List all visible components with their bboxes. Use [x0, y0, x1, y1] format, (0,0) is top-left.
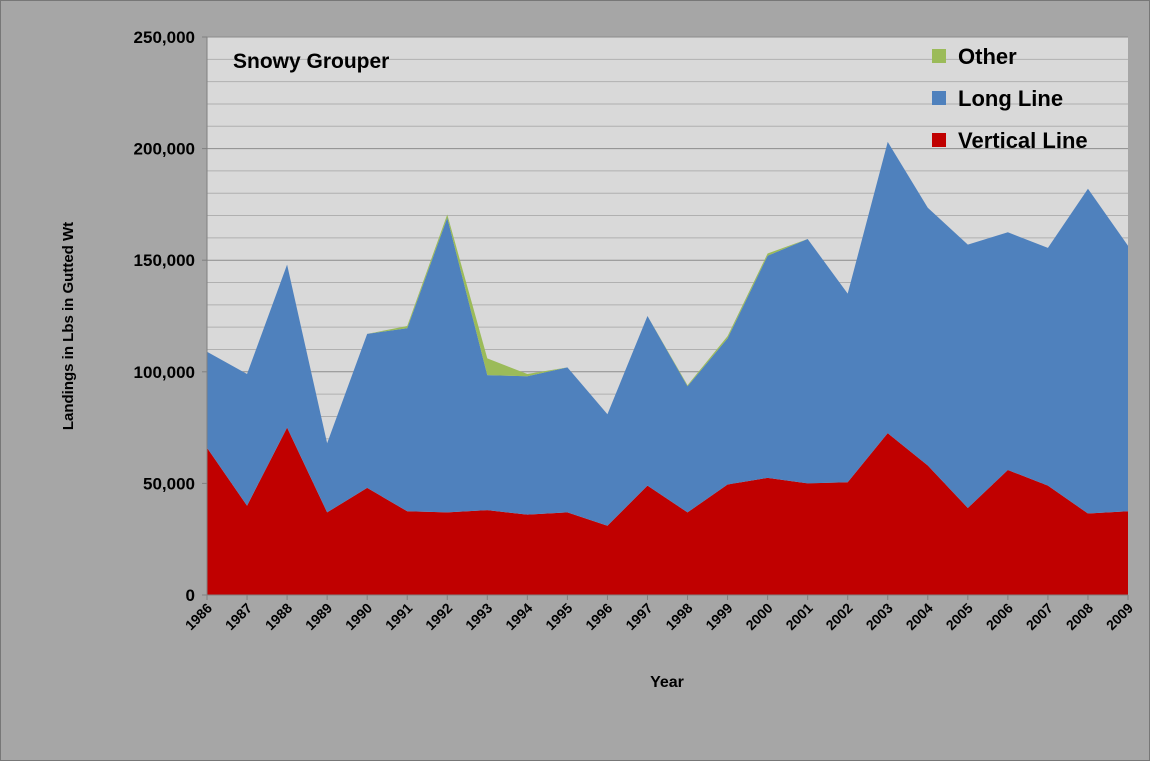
y-axis-label: Landings in Lbs in Gutted Wt: [60, 222, 77, 430]
legend-swatch: [932, 91, 946, 105]
legend-swatch: [932, 133, 946, 147]
y-tick-label: 50,000: [143, 474, 195, 493]
y-tick-label: 0: [186, 586, 195, 605]
legend-label: Other: [958, 44, 1017, 69]
area: [207, 427, 1128, 595]
legend-swatch: [932, 49, 946, 63]
chart-title: Snowy Grouper: [233, 50, 389, 73]
y-tick-label: 100,000: [134, 363, 195, 382]
y-tick-label: 250,000: [134, 28, 195, 47]
y-tick-label: 200,000: [134, 140, 195, 159]
legend-label: Vertical Line: [958, 128, 1088, 153]
legend-label: Long Line: [958, 86, 1063, 111]
area: [207, 141, 1128, 526]
y-tick-label: 150,000: [134, 251, 195, 270]
x-axis-label: Year: [650, 674, 684, 691]
